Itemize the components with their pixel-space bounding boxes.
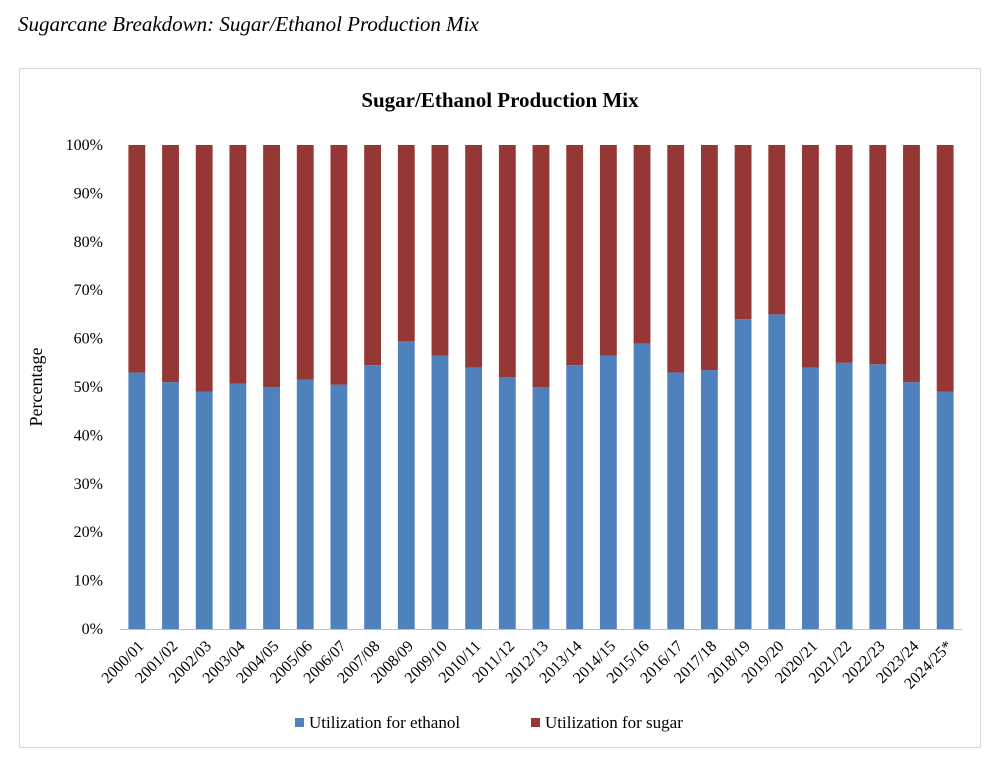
bar-sugar [330, 145, 348, 385]
bar-sugar [869, 145, 887, 365]
y-tick-label: 100% [66, 137, 103, 154]
y-tick-label: 30% [74, 476, 103, 493]
y-tick-label: 0% [82, 621, 103, 638]
legend-label: Utilization for ethanol [309, 713, 460, 732]
bar-ethanol [465, 367, 483, 629]
bar-sugar [532, 145, 550, 387]
bar-sugar [566, 145, 584, 366]
y-tick-label: 20% [74, 524, 103, 541]
bar-sugar [700, 145, 718, 371]
bar-sugar [465, 145, 483, 368]
bar-ethanol [835, 362, 853, 629]
y-tick-label: 90% [74, 185, 103, 202]
bar-sugar [903, 145, 920, 383]
y-tick-label: 80% [74, 234, 103, 251]
chart-title: Sugar/Ethanol Production Mix [361, 88, 639, 112]
bar-sugar [128, 145, 146, 373]
bar-ethanol [431, 355, 449, 629]
bar-sugar [162, 145, 179, 383]
y-tick-label: 40% [74, 427, 103, 444]
bar-sugar [364, 145, 382, 366]
bar-ethanol [162, 382, 179, 629]
bar-sugar [195, 145, 213, 392]
legend-label: Utilization for sugar [545, 713, 683, 732]
bar-sugar [667, 145, 685, 373]
legend: Utilization for ethanol Utilization for s… [295, 713, 683, 732]
bar-ethanol [768, 314, 786, 629]
y-axis-ticks: 0% 10% 20% 30% 40% 50% 60% 70% 80% 90% 100% [66, 137, 103, 638]
y-tick-label: 50% [74, 379, 103, 396]
bar-ethanol [734, 319, 752, 629]
bar-sugar [802, 145, 819, 368]
bar-sugar [296, 145, 314, 380]
bar-ethanol [802, 367, 819, 629]
bar-ethanol [364, 365, 382, 629]
bar-series [128, 145, 954, 629]
bar-ethanol [566, 365, 584, 629]
bar-sugar [936, 145, 954, 392]
bar-sugar [768, 145, 786, 315]
bar-ethanol [869, 364, 887, 629]
bar-ethanol [532, 387, 550, 629]
y-tick-label: 60% [74, 331, 103, 348]
page-caption: Sugarcane Breakdown: Sugar/Ethanol Produ… [18, 12, 479, 36]
y-tick-label: 10% [74, 573, 103, 590]
y-tick-label: 70% [74, 282, 103, 299]
bar-sugar [734, 145, 752, 320]
bar-sugar [229, 145, 247, 384]
bar-ethanol [128, 372, 146, 629]
legend-swatch [531, 718, 540, 727]
bar-ethanol [498, 377, 516, 629]
bar-ethanol [330, 384, 348, 629]
bar-ethanol [936, 391, 954, 629]
bar-ethanol [229, 383, 247, 629]
bar-sugar [835, 145, 853, 363]
bar-sugar [599, 145, 617, 356]
bar-ethanol [263, 387, 280, 629]
bar-sugar [263, 145, 280, 387]
legend-swatch [295, 718, 304, 727]
bar-ethanol [633, 343, 651, 629]
bar-sugar [431, 145, 449, 356]
bar-ethanol [667, 372, 685, 629]
bar-ethanol [599, 355, 617, 629]
bar-sugar [633, 145, 651, 344]
bar-ethanol [700, 370, 718, 629]
bar-ethanol [397, 341, 415, 629]
chart-frame [19, 68, 981, 748]
bar-ethanol [903, 382, 920, 629]
bar-ethanol [195, 391, 213, 629]
bar-sugar [498, 145, 516, 378]
x-axis-ticks: 2000/012001/022002/032003/042004/052005/… [99, 638, 957, 693]
y-axis-label: Percentage [26, 348, 46, 427]
bar-sugar [397, 145, 415, 342]
bar-ethanol [296, 379, 314, 629]
